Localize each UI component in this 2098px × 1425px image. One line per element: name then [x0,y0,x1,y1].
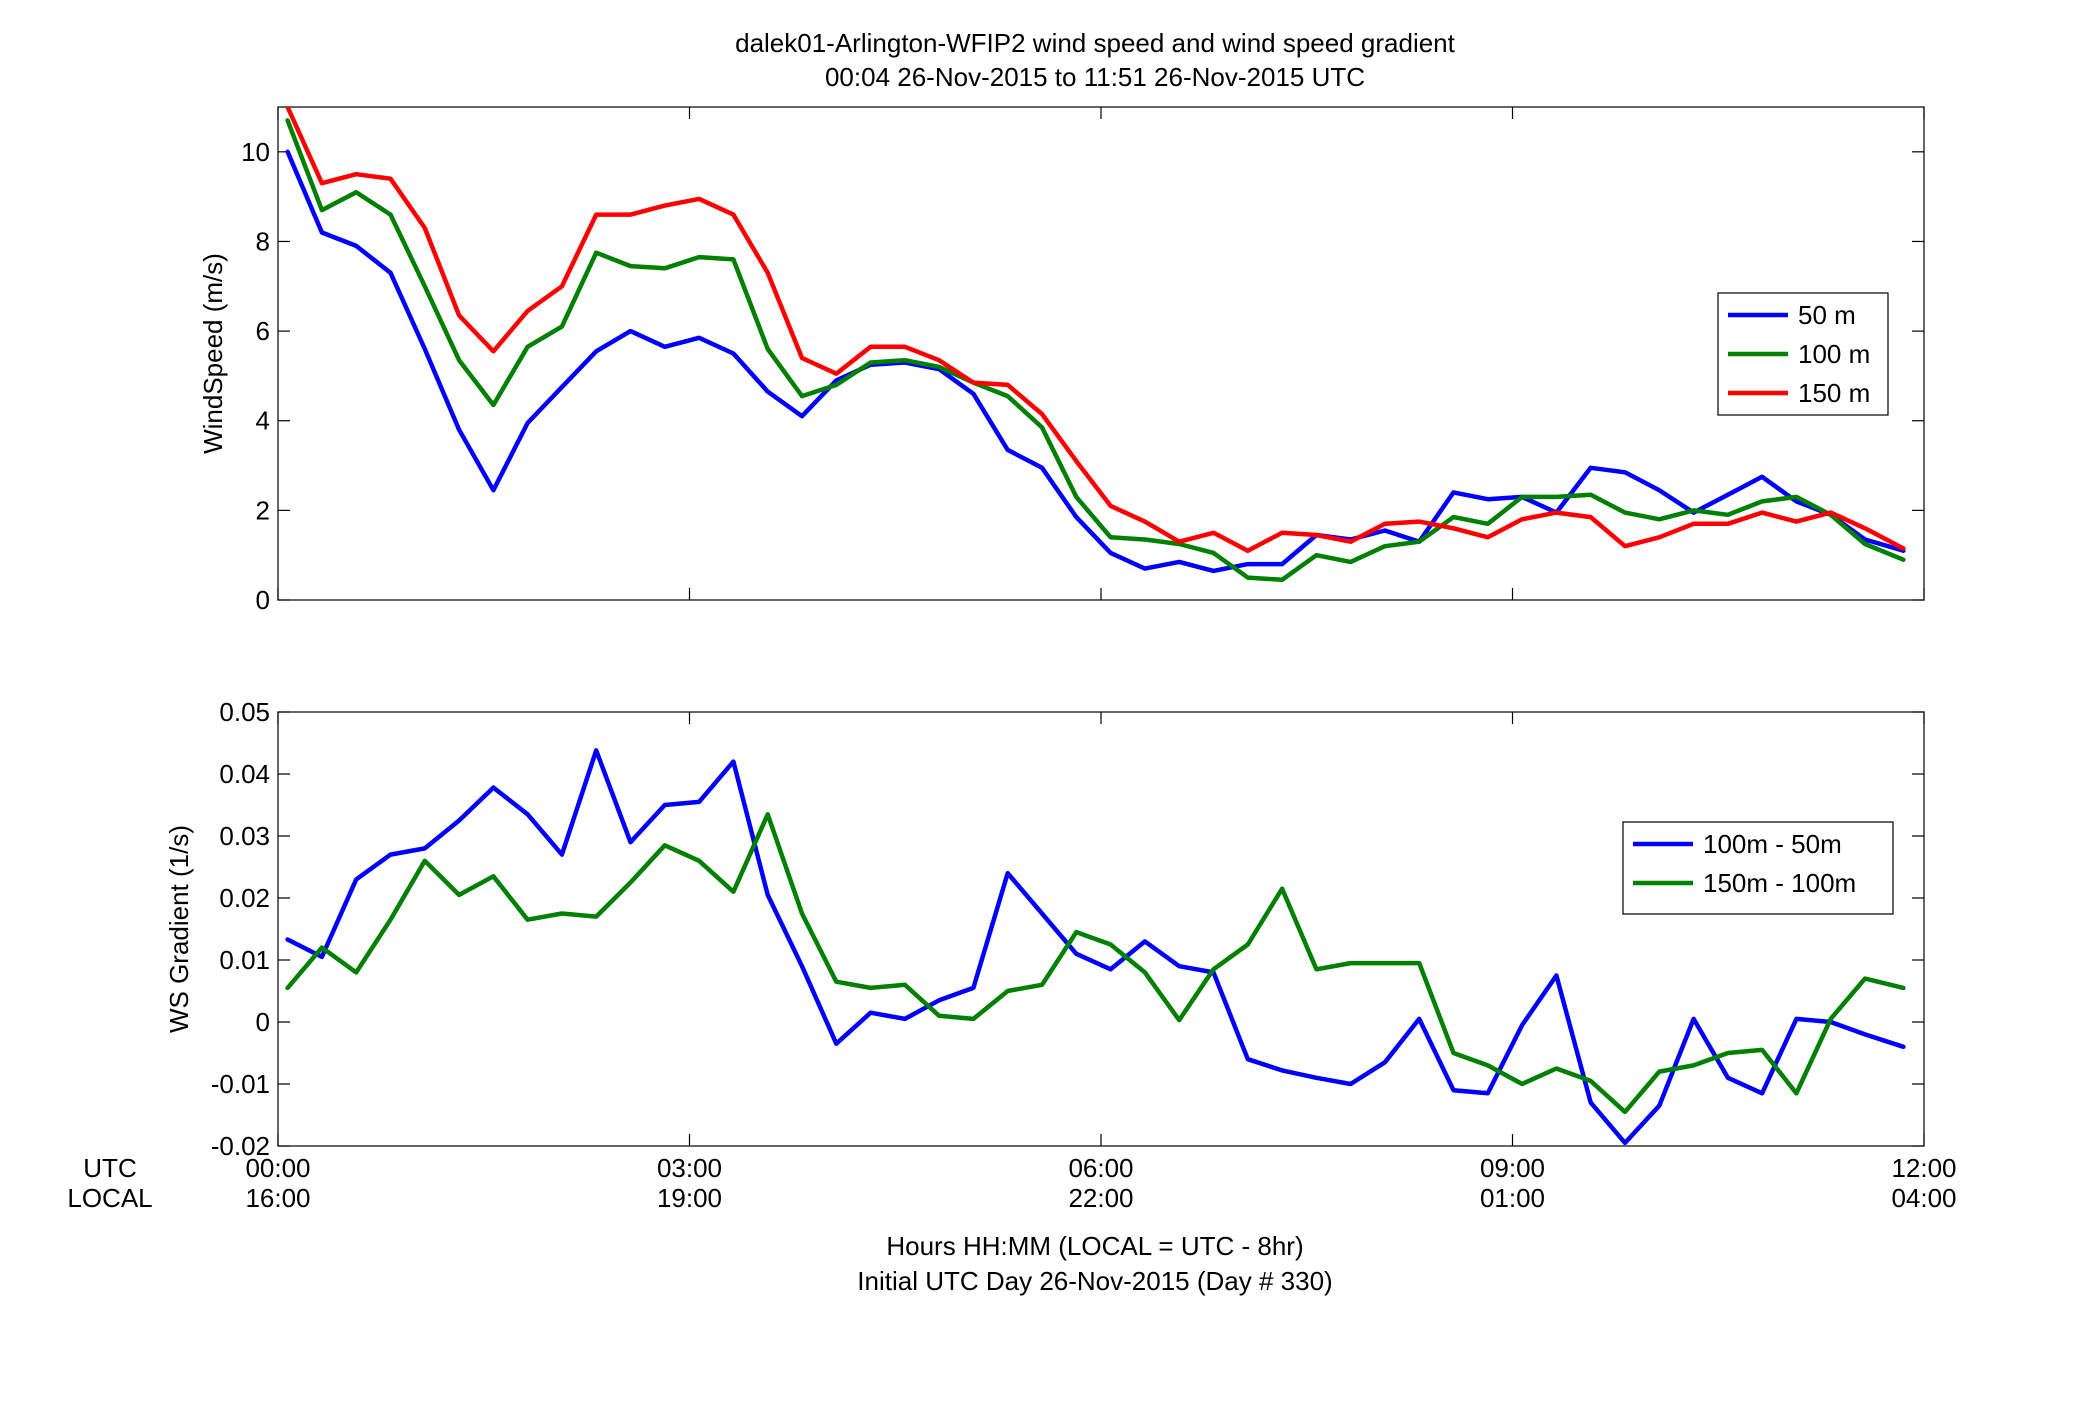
y-tick-label: 4 [256,406,270,436]
y-tick-label: 0.01 [219,945,270,975]
x-tick-label-local: 22:00 [1068,1183,1133,1213]
y-tick-label: 0.04 [219,759,270,789]
y-tick-label: 10 [241,137,270,167]
x-tick-label-local: 04:00 [1891,1183,1956,1213]
y-tick-label: -0.01 [211,1069,270,1099]
x-axis-label-line2: Initial UTC Day 26-Nov-2015 (Day # 330) [857,1266,1332,1296]
local-row-label: LOCAL [67,1183,152,1213]
y-tick-label: 0.05 [219,697,270,727]
legend-box [1622,821,1894,915]
x-tick-label-utc: 06:00 [1068,1153,1133,1183]
y-tick-label: 0 [256,1007,270,1037]
legend: 100m - 50m 150m - 100m [1622,821,1894,915]
legend-entry: 100 m [1798,339,1870,369]
series-line-150-m [285,107,1906,553]
y-axis-label: WindSpeed (m/s) [198,253,228,454]
utc-row-label: UTC [83,1153,136,1183]
series-line-100m-50m [285,748,1906,1146]
x-tick-label-local: 16:00 [245,1183,310,1213]
y-tick-label: 0 [256,585,270,615]
legend-entry: 50 m [1798,300,1856,330]
x-tick-label-utc: 03:00 [657,1153,722,1183]
figure-title-line1: dalek01-Arlington-WFIP2 wind speed and w… [735,28,1456,58]
series-line-50-m [285,149,1906,574]
x-tick-label-utc: 00:00 [245,1153,310,1183]
figure-title-line2: 00:04 26-Nov-2015 to 11:51 26-Nov-2015 U… [825,62,1365,92]
series-line-150m-100m [285,812,1906,1115]
y-tick-label: 8 [256,226,270,256]
y-tick-label: 2 [256,495,270,525]
legend-entry: 150m - 100m [1703,868,1856,898]
y-tick-label: -0.02 [211,1131,270,1161]
x-axis-label-line1: Hours HH:MM (LOCAL = UTC - 8hr) [886,1231,1303,1261]
x-tick-label-utc: 09:00 [1480,1153,1545,1183]
x-tick-label-local: 01:00 [1480,1183,1545,1213]
gradient-panel: -0.02 -0.01 0 0.01 0.02 0.03 0.04 0.05 WS Gradie… [164,697,1925,1161]
y-axis-label: WS Gradient (1/s) [164,825,194,1033]
y-tick-label: 0.02 [219,883,270,913]
x-tick-label-local: 19:00 [657,1183,722,1213]
windspeed-panel: 0 2 4 6 8 10 WindSpeed (m/s) 50 m 100 m 150 m [198,106,1925,615]
series-line-100-m [285,118,1906,583]
y-tick-label: 0.03 [219,821,270,851]
legend-entry: 150 m [1798,378,1870,408]
legend-entry: 100m - 50m [1703,829,1842,859]
x-tick-label-utc: 12:00 [1891,1153,1956,1183]
legend: 50 m 100 m 150 m [1717,292,1889,416]
y-tick-label: 6 [256,316,270,346]
